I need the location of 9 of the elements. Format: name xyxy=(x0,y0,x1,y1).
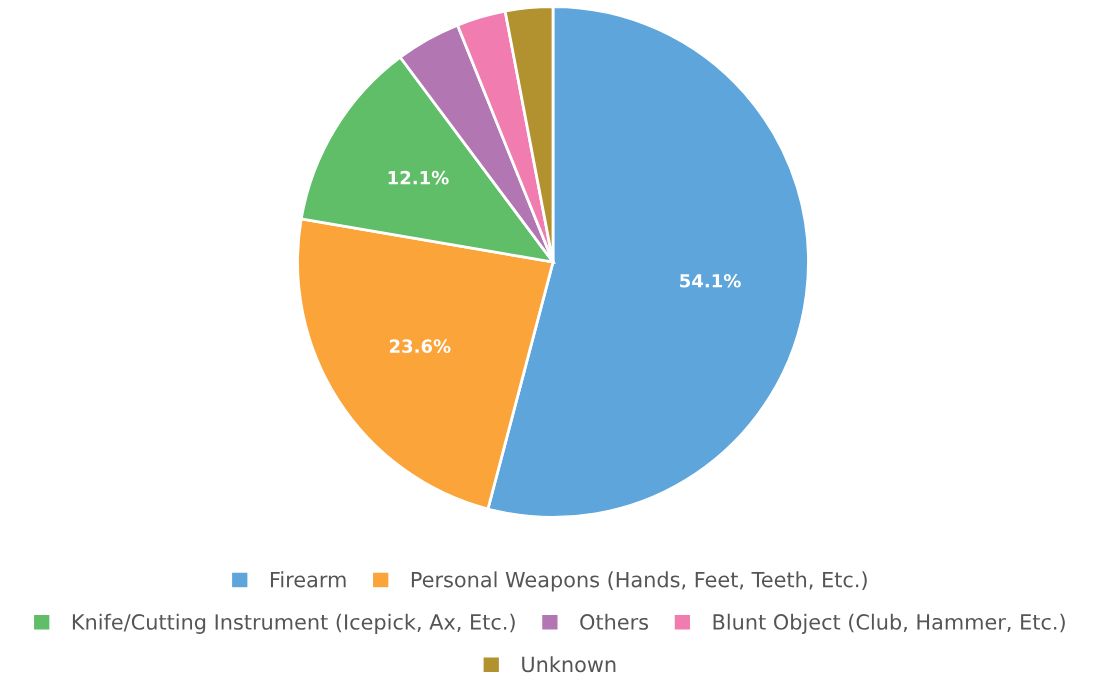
legend-label: Knife/Cutting Instrument (Icepick, Ax, Etc.) xyxy=(72,613,515,634)
data-label: 23.6% xyxy=(389,339,451,353)
legend-label: Others xyxy=(580,613,649,630)
legend-label: Blunt Object (Club, Hammer, Etc.) xyxy=(713,613,1065,634)
data-label: 12.1% xyxy=(388,170,449,185)
legend-label: Personal Weapons (Hands, Feet, Teeth, Etc.) xyxy=(411,571,867,592)
data-label: 54.1% xyxy=(680,273,741,288)
legend-label: Unknown xyxy=(522,656,616,673)
legend-label: Firearm xyxy=(270,571,346,588)
